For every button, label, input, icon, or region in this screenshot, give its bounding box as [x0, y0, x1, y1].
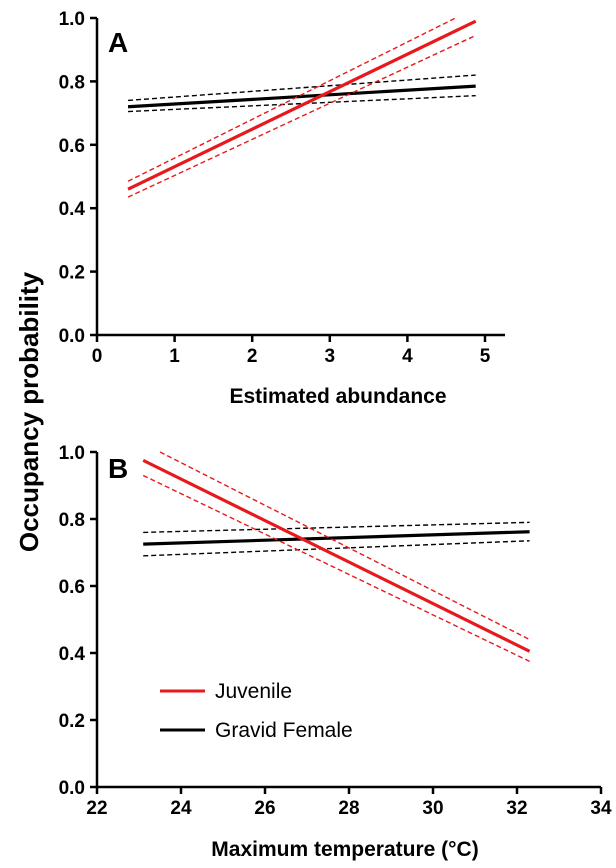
panel-a-y-tick-label: 0.8 — [59, 72, 85, 93]
panel-b-y-ticks: 0.0 0.2 0.4 0.6 0.8 1.0 — [59, 443, 97, 799]
panel-b-x-tick-label: 32 — [506, 798, 527, 819]
panel-a-x-ticks: 0 1 2 3 4 5 — [92, 335, 491, 367]
panel-b-x-tick-label: 34 — [590, 798, 612, 819]
panel-a-x-tick-label: 0 — [92, 346, 103, 367]
panel-a-letter: A — [108, 27, 128, 58]
panel-a: A 0 1 2 3 4 5 0.0 0.2 0.4 0.6 0.8 1.0 Estimated ab… — [59, 9, 505, 408]
panel-b-x-axis-title: Maximum temperature (°C) — [211, 838, 478, 861]
legend-item-gravid-female: Gravid Female — [160, 719, 353, 742]
panel-b-juvenile-ci-lower-line — [142, 474, 530, 663]
y-axis-label: Occupancy probability — [14, 271, 44, 552]
panel-a-juvenile-ci-lower-line — [127, 34, 476, 198]
panel-b-x-tick-label: 22 — [86, 798, 107, 819]
panel-b-x-tick-label: 24 — [170, 798, 192, 819]
panel-b-series — [142, 451, 531, 663]
panel-b-gravid-female-ci-upper-line — [143, 521, 530, 534]
panel-a-gravid-female-ci-lower-line — [128, 94, 476, 113]
panel-b-y-tick-label: 0.0 — [59, 778, 85, 799]
panel-a-y-tick-label: 0.2 — [59, 263, 85, 284]
legend-item-juvenile: Juvenile — [160, 680, 292, 703]
panel-a-y-ticks: 0.0 0.2 0.4 0.6 0.8 1.0 — [59, 9, 97, 347]
panel-b-x-tick-label: 30 — [422, 798, 443, 819]
panel-b-y-tick-label: 0.2 — [59, 711, 85, 732]
panel-b-juvenile-ci-upper-line — [159, 451, 530, 641]
panel-b-x-tick-label: 26 — [254, 798, 275, 819]
legend: Juvenile Gravid Female — [160, 680, 353, 742]
panel-a-x-axis-title: Estimated abundance — [229, 385, 446, 408]
panel-b-gravid-female-fit-line — [143, 530, 530, 546]
panel-a-x-tick-label: 4 — [402, 346, 413, 367]
panel-b-y-tick-label: 1.0 — [59, 443, 85, 464]
panel-a-x-tick-label: 2 — [247, 346, 258, 367]
panel-a-y-tick-label: 0.6 — [59, 136, 85, 157]
panel-a-gravid-female-fit-line — [127, 84, 476, 109]
panel-b-juvenile-fit-line — [142, 458, 531, 653]
panel-a-juvenile-fit-line — [127, 19, 477, 191]
panel-a-y-tick-label: 0.4 — [59, 199, 86, 220]
panel-b: B 22 24 26 28 30 32 34 0.0 0.2 0.4 0.6 0.8 1.0 Maxi… — [59, 443, 612, 861]
panel-a-x-tick-label: 5 — [480, 346, 491, 367]
panel-a-gravid-female-ci-upper-line — [127, 74, 476, 102]
panel-b-letter: B — [108, 453, 128, 484]
panel-a-x-tick-label: 3 — [325, 346, 336, 367]
panel-b-y-tick-label: 0.4 — [59, 644, 86, 665]
legend-label-juvenile: Juvenile — [215, 680, 292, 703]
panel-b-y-tick-label: 0.8 — [59, 510, 85, 531]
panel-b-y-tick-label: 0.6 — [59, 577, 85, 598]
panel-b-x-ticks: 22 24 26 28 30 32 34 — [86, 787, 612, 819]
panel-a-series — [127, 17, 477, 198]
panel-b-gravid-female-ci-lower-line — [143, 540, 530, 557]
legend-label-gravid-female: Gravid Female — [215, 719, 353, 742]
panel-a-y-tick-label: 0.0 — [59, 326, 85, 347]
panel-b-x-tick-label: 28 — [338, 798, 359, 819]
panel-a-x-tick-label: 1 — [169, 346, 180, 367]
panel-a-y-tick-label: 1.0 — [59, 9, 85, 30]
panel-a-juvenile-ci-upper-line — [127, 17, 456, 182]
